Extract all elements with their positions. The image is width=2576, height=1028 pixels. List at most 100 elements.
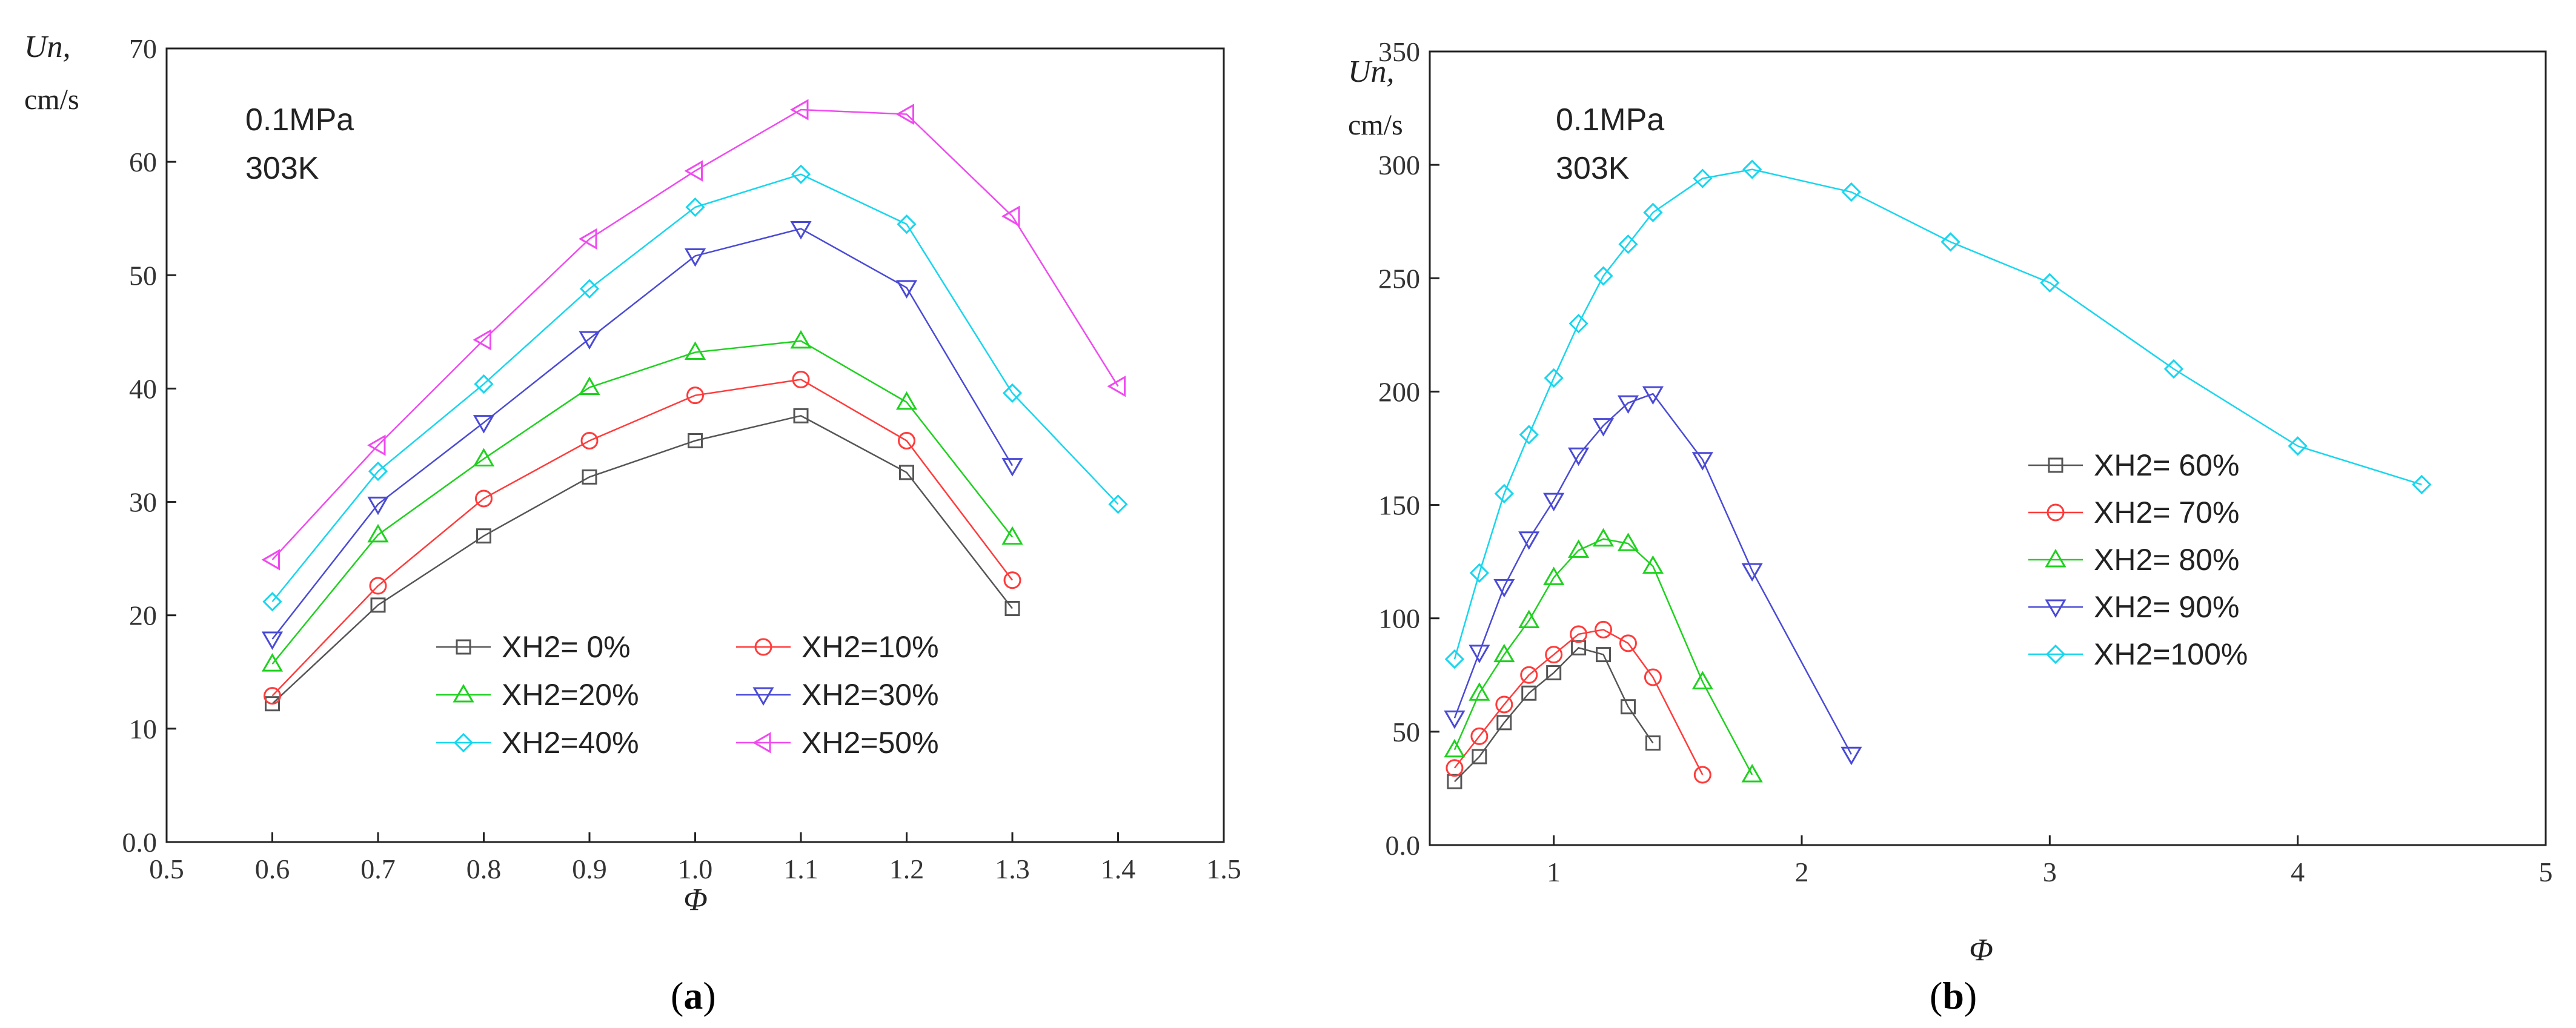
x-tick-label: 1.2 xyxy=(889,854,925,884)
data-point xyxy=(1002,383,1023,403)
y-axis-label-a: Un, xyxy=(24,30,71,64)
legend-item: XH2=20% xyxy=(436,678,639,712)
data-point xyxy=(1521,685,1537,701)
series-group-a xyxy=(261,99,1128,712)
data-point xyxy=(1520,666,1538,684)
series-line xyxy=(271,379,1013,697)
series-line xyxy=(271,228,1014,640)
data-point xyxy=(1693,766,1711,784)
data-point xyxy=(1469,563,1489,583)
data-point xyxy=(1469,645,1490,663)
y-tick-label: 10 xyxy=(129,714,157,744)
legend-a: XH2= 0% XH2=10% XH2=20% XH2=30% XH2=40% XH2=5… xyxy=(436,630,939,760)
data-point xyxy=(1493,643,1515,663)
data-point xyxy=(897,214,917,234)
data-point xyxy=(1546,665,1562,681)
data-point xyxy=(579,331,600,350)
data-point xyxy=(1470,727,1489,745)
data-point xyxy=(1691,452,1713,471)
data-point xyxy=(1617,395,1639,414)
data-point xyxy=(261,549,280,571)
data-point xyxy=(1592,418,1615,437)
data-point xyxy=(1545,646,1563,664)
x-ticks-b: 1 2 3 4 5 xyxy=(1547,835,2553,887)
data-point xyxy=(1568,447,1590,466)
y-tick-label: 250 xyxy=(1378,263,1420,294)
x-tick-label: 0.7 xyxy=(360,854,396,884)
legend-item: XH2=30% xyxy=(736,678,939,712)
data-point xyxy=(895,391,918,410)
legend-marker xyxy=(453,732,474,753)
legend-label: XH2=10% xyxy=(802,630,939,664)
data-point xyxy=(1493,579,1515,598)
y-axis-label-b: Un, xyxy=(1348,55,1395,89)
legend-marker xyxy=(453,683,474,703)
caption-a: (a) xyxy=(671,974,716,1017)
legend-marker xyxy=(752,732,771,754)
legend-label: XH2= 0% xyxy=(502,630,631,664)
series-line xyxy=(1453,168,2422,660)
data-point xyxy=(367,523,389,543)
series-b-4 xyxy=(1444,159,2432,669)
x-ticks-a: 0.5 0.6 0.7 0.8 0.9 1.0 1.1 1.2 1.3 1.4 1.5 xyxy=(149,832,1241,884)
y-tick-label: 150 xyxy=(1378,490,1420,521)
y-tick-label: 70 xyxy=(129,33,157,64)
series-line xyxy=(1453,538,1753,775)
caption-open-a: ( xyxy=(671,974,683,1017)
series-a-3 xyxy=(261,221,1023,651)
data-point xyxy=(684,341,706,360)
y-axis-unit-b: cm/s xyxy=(1348,109,1403,141)
data-point xyxy=(789,99,809,121)
legend-label: XH2=100% xyxy=(2094,637,2248,671)
legend-item: XH2= 0% xyxy=(436,630,631,664)
data-point xyxy=(1741,763,1763,783)
y-ticks-b: 0.0 50 100 150 200 250 300 350 xyxy=(1378,36,1439,861)
data-point xyxy=(261,631,284,651)
x-tick-label: 0.9 xyxy=(572,854,607,884)
data-point xyxy=(580,432,599,450)
data-point xyxy=(1644,668,1662,686)
data-point xyxy=(473,448,495,466)
series-a-4 xyxy=(262,164,1128,612)
data-point xyxy=(1472,749,1487,764)
data-point xyxy=(1543,566,1565,585)
legend-marker xyxy=(2045,599,2066,618)
condition-pressure-a: 0.1MPa xyxy=(245,102,354,138)
caption-close-b: ) xyxy=(1964,974,1977,1017)
data-point xyxy=(578,228,597,250)
data-point xyxy=(579,279,600,299)
data-point xyxy=(790,221,812,240)
y-tick-label: 100 xyxy=(1378,603,1420,634)
data-point xyxy=(1469,682,1490,701)
data-point xyxy=(1841,182,1861,202)
y-tick-label: 0.0 xyxy=(1386,830,1421,861)
data-point xyxy=(899,465,914,480)
legend-b: XH2= 60% XH2= 70% XH2= 80% XH2= 90% XH2=100% xyxy=(2028,448,2248,671)
x-tick-label: 0.8 xyxy=(466,854,502,884)
x-tick-label: 1.5 xyxy=(1206,854,1241,884)
legend-marker xyxy=(2045,548,2066,568)
data-point xyxy=(1618,234,1638,254)
data-point xyxy=(898,432,915,450)
x-tick-label: 1.1 xyxy=(783,854,818,884)
y-tick-label: 0.0 xyxy=(122,827,158,858)
legend-item: XH2=100% xyxy=(2028,637,2248,671)
data-point xyxy=(1741,563,1763,582)
legend-item: XH2= 60% xyxy=(2028,448,2239,482)
data-point xyxy=(793,408,809,423)
legend-item: XH2= 90% xyxy=(2028,590,2239,624)
data-point xyxy=(1004,600,1020,616)
data-point xyxy=(1569,314,1588,334)
x-tick-label: 3 xyxy=(2043,857,2057,887)
data-point xyxy=(2412,474,2432,495)
legend-item: XH2=40% xyxy=(436,726,639,760)
data-point xyxy=(1001,458,1023,477)
series-line xyxy=(1454,646,1654,783)
series-line xyxy=(271,173,1119,603)
data-point xyxy=(1595,620,1613,638)
y-tick-label: 50 xyxy=(1392,717,1420,748)
legend-label: XH2= 70% xyxy=(2094,496,2239,529)
data-point xyxy=(790,330,812,349)
data-point xyxy=(684,248,706,267)
legend-label: XH2=20% xyxy=(502,678,639,712)
